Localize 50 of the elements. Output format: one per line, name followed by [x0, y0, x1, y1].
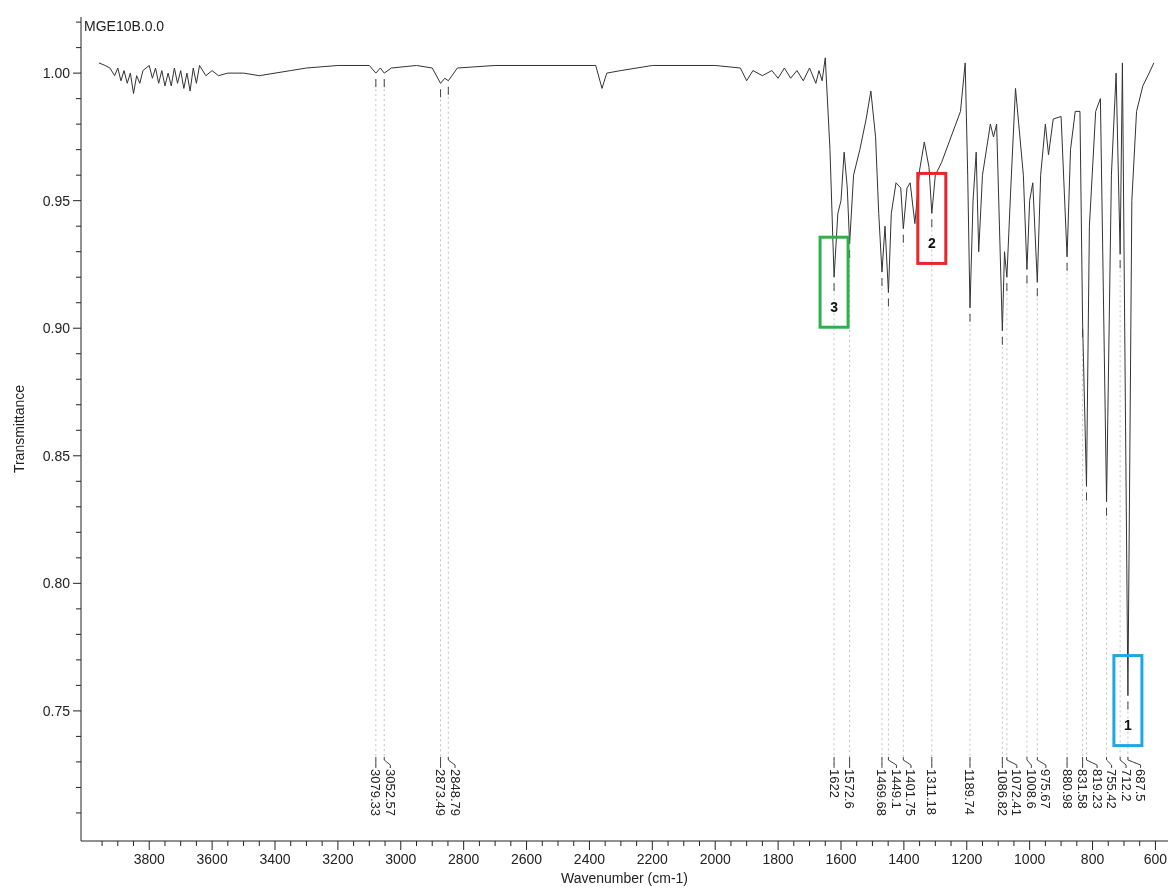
y-tick-label: 0.80 — [42, 575, 71, 592]
x-axis-title: Wavenumber (cm-1) — [560, 870, 689, 886]
annotation: 880.98 — [1059, 769, 1075, 809]
annotation: 687.5 — [1133, 769, 1149, 802]
annotation: 1 — [1124, 717, 1133, 734]
annotation: 831.58 — [1075, 769, 1091, 809]
x-tick-label: 1800 — [762, 851, 794, 867]
chart-title: MGE10B.0.0 — [84, 18, 165, 34]
annotation: 1449.1 — [888, 769, 904, 809]
x-tick-label: 1200 — [951, 851, 983, 867]
annotation: 1072.41 — [1009, 769, 1025, 816]
y-tick-label: 0.85 — [42, 447, 71, 464]
x-tick-label: 2400 — [573, 851, 606, 867]
annotation: 2 — [927, 235, 936, 252]
annotation: 975.67 — [1038, 769, 1054, 809]
x-tick-label: 3200 — [322, 851, 354, 867]
x-tick-label: 3600 — [196, 851, 228, 867]
x-tick-label: 1600 — [825, 851, 857, 867]
y-tick-label: 0.95 — [42, 192, 71, 209]
x-tick-label: 800 — [1080, 851, 1105, 867]
annotation: 755.42 — [1104, 769, 1120, 809]
x-tick-label: 2200 — [636, 851, 669, 867]
y-tick-label: 1.00 — [42, 65, 71, 82]
annotation: 2873.49 — [433, 769, 449, 816]
x-tick-label: 3000 — [385, 851, 417, 867]
annotation: 1311.18 — [924, 769, 940, 816]
y-axis-title: Transmittance — [11, 384, 27, 474]
x-tick-label: 3400 — [259, 851, 291, 867]
annotation: 1469.68 — [874, 769, 890, 816]
x-tick-label: 2800 — [448, 851, 480, 867]
x-tick-label: 1400 — [888, 851, 920, 867]
x-tick-label: 600 — [1143, 851, 1168, 867]
x-tick-label: 2600 — [510, 851, 543, 867]
annotation: 2848.79 — [447, 769, 463, 816]
annotation: 1189.74 — [962, 769, 978, 816]
annotation: 1622 — [826, 769, 842, 798]
y-tick-label: 0.90 — [42, 320, 71, 337]
annotation: 1086.82 — [994, 769, 1010, 816]
annotation: 3052.57 — [382, 769, 398, 816]
x-tick-label: 3800 — [133, 851, 166, 867]
annotation: 712.2 — [1118, 769, 1134, 802]
x-tick-label: 2000 — [699, 851, 731, 867]
annotation: 1401.75 — [903, 769, 919, 816]
annotation: 3079.33 — [368, 769, 384, 816]
annotation: 1572.6 — [842, 769, 858, 809]
annotation: 819.23 — [1089, 769, 1105, 809]
x-tick-label: 1000 — [1014, 851, 1046, 867]
y-tick-label: 0.75 — [42, 702, 71, 719]
annotation: 3 — [830, 299, 839, 316]
annotation: 1008.6 — [1023, 769, 1039, 809]
